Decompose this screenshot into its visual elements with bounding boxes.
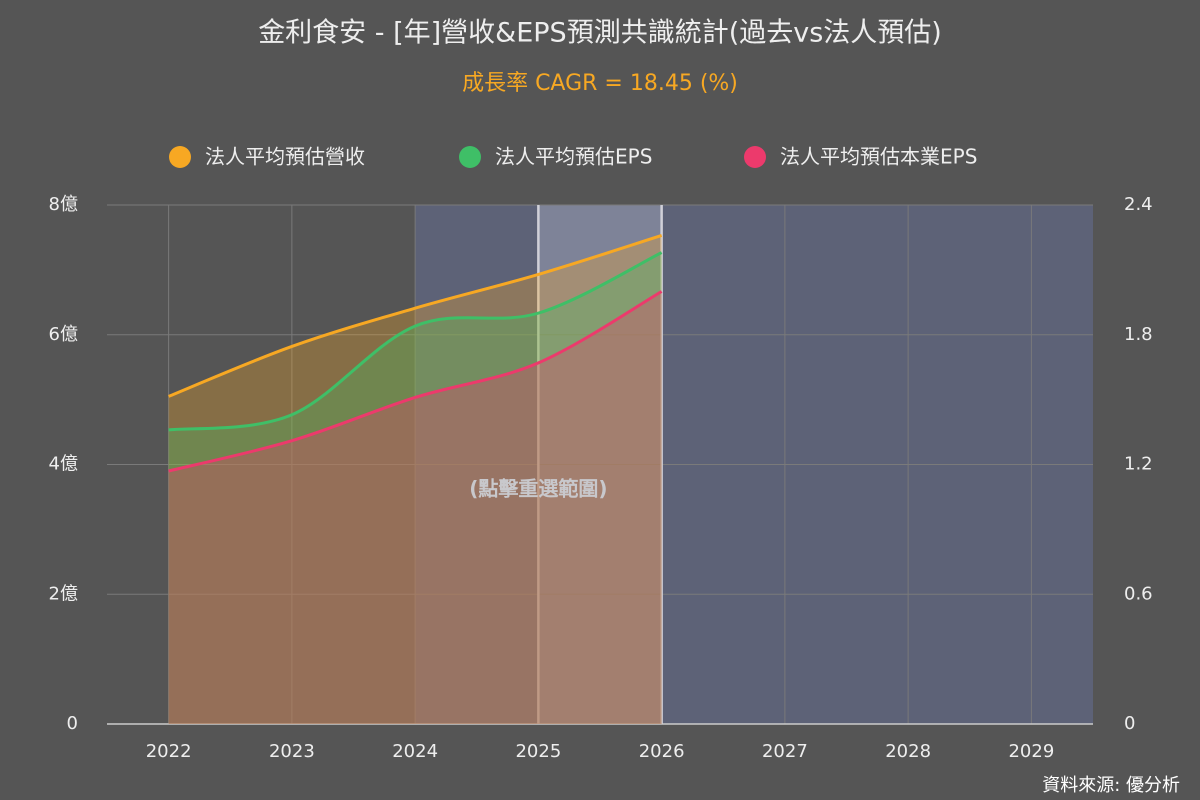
legend-marker <box>744 146 766 168</box>
y-tick-label: 6億 <box>49 324 78 345</box>
y2-tick-label: 0.6 <box>1124 583 1153 604</box>
series-area <box>168 252 662 724</box>
x-tick-label: 2027 <box>762 741 808 762</box>
y2-tick-label: 0 <box>1124 713 1135 734</box>
x-tick-label: 2026 <box>639 741 685 762</box>
y2-tick-label: 2.4 <box>1124 194 1153 215</box>
legend-label: 法人平均預估營收 <box>205 145 365 169</box>
y2-tick-label: 1.2 <box>1124 454 1153 475</box>
series-area <box>168 235 662 724</box>
series-line <box>168 290 663 473</box>
annotation: (點擊重選範圍) <box>469 477 607 501</box>
y-tick-label: 0 <box>67 713 78 734</box>
x-tick-label: 2024 <box>392 741 438 762</box>
source-note: 資料來源: 優分析 <box>1042 775 1180 796</box>
x-tick-label: 2023 <box>269 741 315 762</box>
chart-subtitle: 成長率 CAGR = 18.45 (%) <box>462 71 738 96</box>
series-line <box>168 234 663 398</box>
y-tick-label: 2億 <box>49 583 78 604</box>
series-line <box>168 251 663 432</box>
chart-title: 金利食安 - [年]營收&EPS預測共識統計(過去vs法人預估) <box>258 18 942 49</box>
x-tick-label: 2028 <box>885 741 931 762</box>
legend-marker <box>169 146 191 168</box>
legend-label: 法人平均預估EPS <box>495 145 652 169</box>
y-tick-label: 4億 <box>49 454 78 475</box>
x-tick-label: 2025 <box>515 741 561 762</box>
y2-tick-label: 1.8 <box>1124 324 1153 345</box>
y-tick-label: 8億 <box>49 194 78 215</box>
x-tick-label: 2022 <box>146 741 192 762</box>
legend-label: 法人平均預估本業EPS <box>780 145 977 169</box>
legend-marker <box>459 146 481 168</box>
series-area <box>168 291 662 724</box>
x-tick-label: 2029 <box>1008 741 1054 762</box>
